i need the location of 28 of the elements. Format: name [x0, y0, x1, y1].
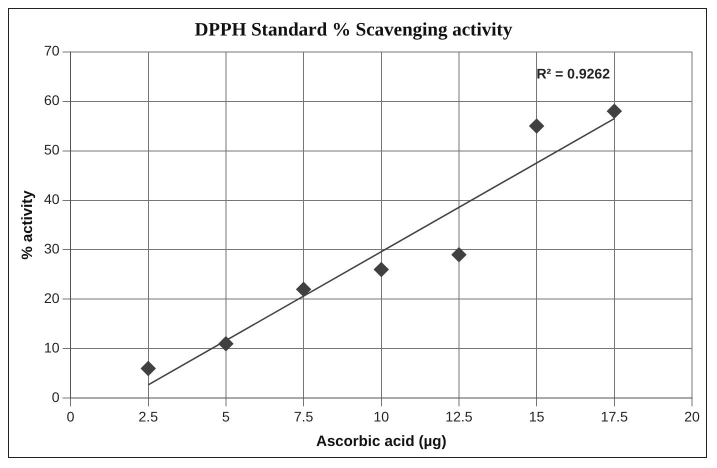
y-axis-title: % activity: [19, 190, 36, 260]
x-tick-label: 2.5: [138, 408, 158, 424]
point: [218, 336, 234, 352]
y-tick-label: 10: [44, 340, 60, 356]
y-tick-label: 70: [44, 42, 60, 59]
x-tick-label: 0: [66, 408, 75, 424]
point: [374, 262, 389, 278]
y-tick-label: 40: [44, 191, 60, 208]
x-tick-label: 7.5: [294, 408, 314, 424]
point: [140, 361, 156, 376]
point: [296, 282, 312, 297]
x-tick-label: 12.5: [445, 408, 473, 424]
point: [529, 118, 544, 134]
x-tick-label: 10: [373, 408, 390, 424]
y-tick-label: 30: [44, 240, 60, 257]
point: [606, 104, 622, 119]
y-tick-label: 50: [44, 142, 60, 158]
y-tick-label: 60: [44, 92, 60, 108]
x-tick-label: 15: [528, 408, 545, 424]
annotation: R² = 0.9262: [536, 66, 610, 82]
x-tick-label: 20: [684, 408, 700, 424]
x-tick-label: 5: [222, 408, 230, 424]
y-tick-label: 0: [52, 389, 60, 406]
y-tick-label: 20: [44, 290, 60, 306]
x-tick-label: 17.5: [600, 408, 628, 424]
x-axis-title: Ascorbic acid (µg): [316, 433, 446, 450]
point: [451, 247, 466, 262]
chart-title: DPPH Standard % Scavenging activity: [194, 19, 513, 40]
